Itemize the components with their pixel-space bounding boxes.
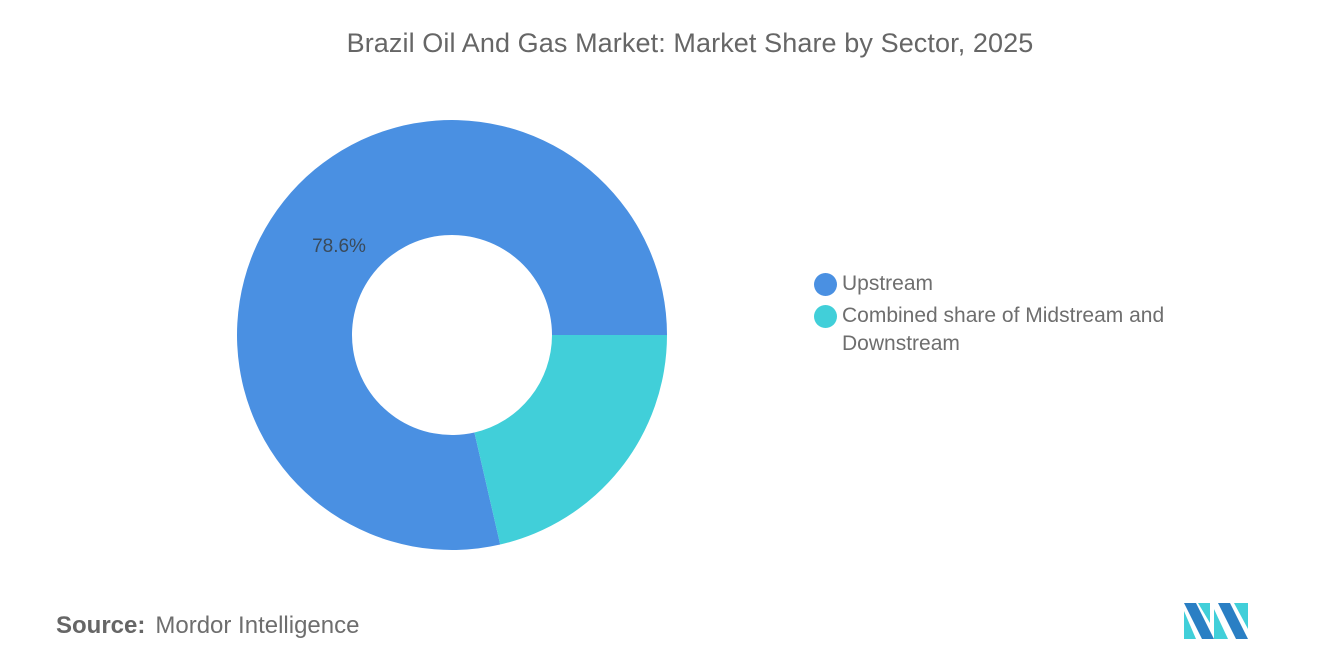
legend-item-upstream[interactable]: Upstream — [814, 270, 1214, 298]
chart-title: Brazil Oil And Gas Market: Market Share … — [346, 28, 1034, 58]
legend-swatch-midstream-downstream-icon — [814, 305, 837, 328]
slice-upstream[interactable] — [236, 119, 667, 550]
source-value: Mordor Intelligence — [155, 612, 360, 639]
legend-swatch-upstream-icon — [814, 273, 837, 296]
legend-item-midstream-downstream[interactable]: Combined share of Midstream and Downstre… — [814, 302, 1214, 358]
legend: Upstream Combined share of Midstream and… — [814, 270, 1214, 362]
donut-slices — [236, 119, 667, 550]
legend-label: Upstream — [842, 272, 934, 295]
slice-label-upstream: 78.6% — [312, 236, 366, 257]
mordor-logo-icon — [1184, 603, 1248, 639]
source-key: Source: — [56, 612, 146, 639]
source-attribution: Source: Mordor Intelligence — [56, 612, 359, 640]
legend-label: Combined share of Midstream and Downstre… — [842, 304, 1165, 355]
slice-midstream-downstream[interactable] — [474, 335, 667, 545]
